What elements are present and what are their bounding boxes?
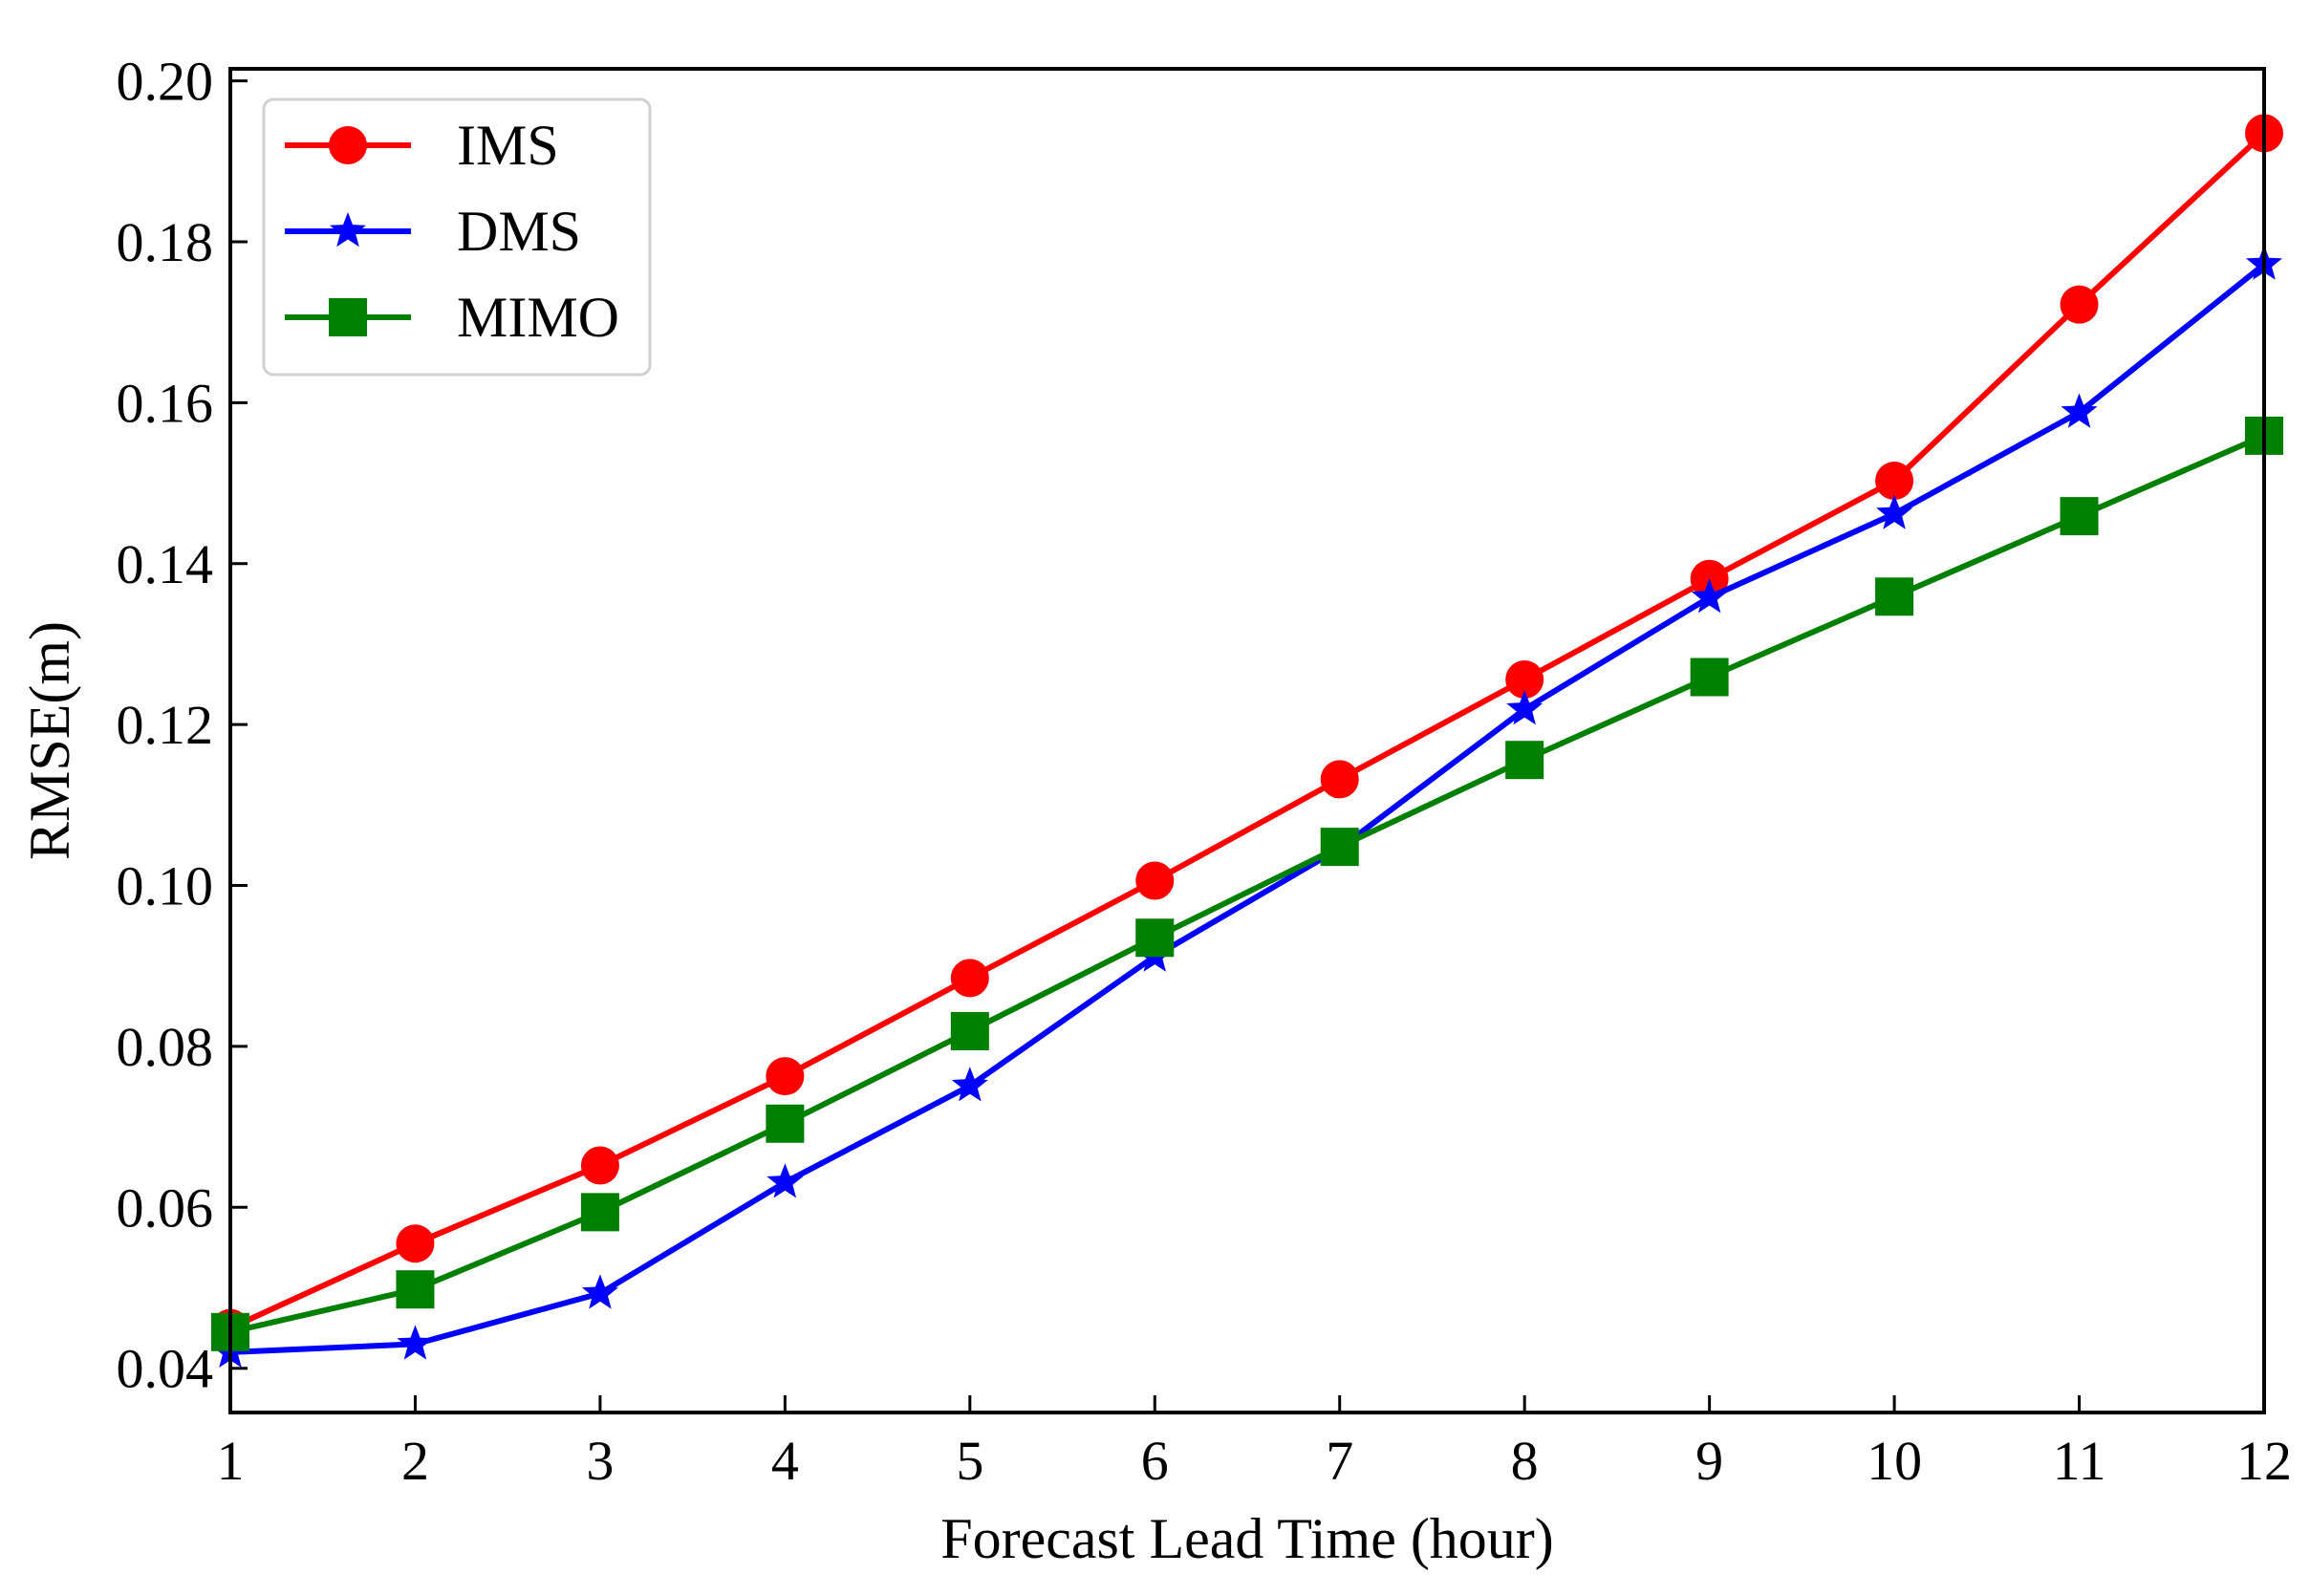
data-point-ims bbox=[766, 1057, 805, 1096]
data-point-ims bbox=[1505, 660, 1544, 700]
x-axis-title: Forecast Lead Time (hour) bbox=[940, 1507, 1554, 1570]
legend-label-dms: DMS bbox=[457, 200, 581, 263]
legend-label-ims: IMS bbox=[457, 114, 559, 177]
y-tick-label: 0.16 bbox=[117, 372, 214, 434]
data-point-dms bbox=[2061, 393, 2098, 428]
data-point-mimo bbox=[2060, 497, 2099, 536]
legend-marker-ims bbox=[329, 126, 367, 164]
data-point-mimo bbox=[1875, 577, 1914, 616]
x-tick-label: 1 bbox=[217, 1430, 245, 1492]
data-point-dms bbox=[1691, 578, 1728, 614]
legend: IMS DMS MIMO bbox=[262, 97, 652, 377]
y-tick-label: 0.14 bbox=[117, 533, 214, 595]
data-point-ims bbox=[2060, 285, 2099, 324]
data-point-mimo bbox=[580, 1193, 619, 1232]
data-point-ims bbox=[580, 1146, 619, 1185]
data-point-dms bbox=[766, 1163, 804, 1198]
x-tick-label: 4 bbox=[771, 1430, 799, 1492]
legend-marker-mimo bbox=[329, 298, 367, 336]
x-tick-label: 12 bbox=[2236, 1430, 2292, 1492]
legend-marker-dms bbox=[330, 212, 366, 248]
series-line-ims bbox=[228, 131, 2267, 1331]
series-line-dms bbox=[229, 262, 2266, 1355]
data-point-dms bbox=[951, 1067, 988, 1102]
x-tick-label: 5 bbox=[956, 1430, 983, 1492]
data-point-ims bbox=[396, 1224, 435, 1263]
data-point-dms bbox=[397, 1325, 434, 1360]
data-point-mimo bbox=[950, 1011, 989, 1050]
data-point-dms bbox=[581, 1274, 618, 1309]
y-tick-label: 0.20 bbox=[117, 51, 214, 113]
legend-label-mimo: MIMO bbox=[457, 286, 619, 349]
x-tick-label: 11 bbox=[2053, 1430, 2106, 1492]
data-point-mimo bbox=[1320, 828, 1359, 867]
x-tick-label: 7 bbox=[1326, 1430, 1353, 1492]
y-tick-label: 0.12 bbox=[117, 694, 214, 756]
data-point-ims bbox=[950, 959, 989, 998]
y-tick-label: 0.10 bbox=[117, 855, 214, 917]
series-mimo bbox=[211, 416, 2283, 1351]
y-tick-label: 0.04 bbox=[117, 1338, 214, 1400]
x-tick-label: 8 bbox=[1511, 1430, 1539, 1492]
data-point-dms bbox=[1876, 494, 1913, 529]
data-point-mimo bbox=[1690, 658, 1729, 697]
y-axis-title: RMSE(m) bbox=[18, 621, 81, 860]
x-tick-label: 10 bbox=[1867, 1430, 1922, 1492]
data-point-ims bbox=[1135, 861, 1175, 900]
plot-area-frame bbox=[228, 67, 2266, 1414]
x-tick-label: 6 bbox=[1141, 1430, 1169, 1492]
data-point-ims bbox=[1875, 462, 1914, 501]
data-point-mimo bbox=[766, 1104, 805, 1143]
data-point-mimo bbox=[1135, 918, 1175, 958]
y-tick-label: 0.06 bbox=[117, 1176, 214, 1239]
data-point-mimo bbox=[396, 1270, 435, 1309]
y-tick-label: 0.18 bbox=[117, 211, 214, 273]
data-point-ims bbox=[1320, 760, 1359, 799]
data-point-dms bbox=[1506, 690, 1544, 725]
x-tick-label: 2 bbox=[401, 1430, 429, 1492]
series-line-mimo bbox=[229, 433, 2266, 1335]
y-axis-ticks: 0.04 0.06 0.08 0.10 0.12 0.14 0.16 0.18 0.20 bbox=[117, 51, 248, 1400]
x-tick-label: 3 bbox=[586, 1430, 614, 1492]
x-tick-label: 9 bbox=[1695, 1430, 1723, 1492]
series-layer bbox=[211, 114, 2283, 1368]
y-tick-label: 0.08 bbox=[117, 1016, 214, 1078]
data-point-mimo bbox=[1505, 741, 1544, 780]
x-axis-ticks: 1 2 3 4 5 6 7 8 9 10 11 12 bbox=[217, 1395, 2292, 1492]
